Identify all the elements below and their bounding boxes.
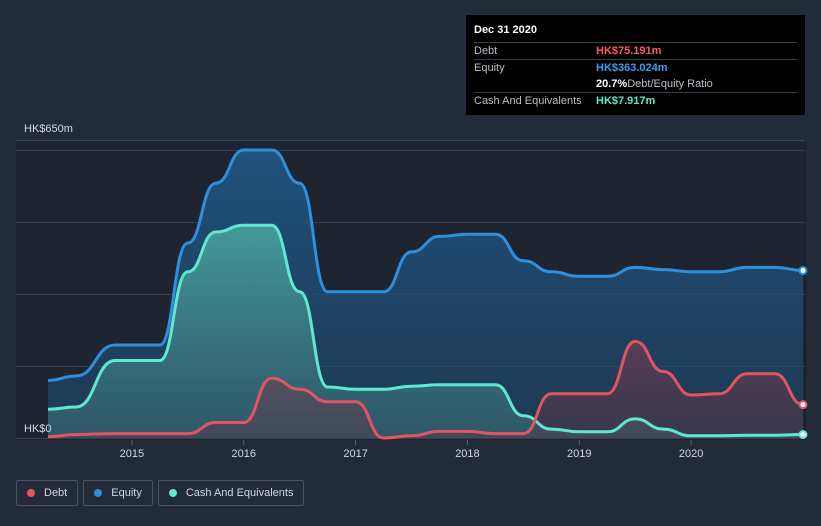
tooltip-label-ratio [474,76,596,92]
cash-and-equivalents-line [47,223,804,438]
legend-dot-cash [168,489,177,497]
cash-and-equivalents-end-dot[interactable] [798,429,808,439]
legend-dot-equity [94,489,103,497]
cash-and-equivalents-area [48,225,803,438]
tooltip-value-debt: HK$75.191m [596,45,662,57]
x-tick-label-2020: 2020 [679,448,703,460]
tooltip-value-equity: HK$363.024m [596,62,668,74]
x-tick-label-2018: 2018 [455,448,479,460]
tooltip-value-ratio: 20.7% [596,78,628,90]
legend-item-cash[interactable]: Cash And Equivalents [157,480,305,506]
tooltip-value-cash: HK$7.917m [596,95,656,107]
equity-line [47,148,804,382]
tooltip-date: Dec 31 2020 [474,24,537,36]
future-shade [805,140,806,440]
tooltip-label-equity: Equity [474,62,505,74]
tooltip-row-ratio: 20.7% Debt/Equity Ratio [474,76,797,92]
y-axis-top-label: HK$650m [24,123,73,135]
legend-label-cash: Cash And Equivalents [185,487,294,499]
tooltip-row-cash: Cash And Equivalents HK$7.917m [474,92,797,109]
legend-label-equity: Equity [111,487,142,499]
legend-item-debt[interactable]: Debt [16,480,79,506]
chart-legend: Debt Equity Cash And Equivalents [16,480,305,506]
legend-label-debt: Debt [44,487,68,499]
tooltip-panel: Dec 31 2020 Debt HK$75.191m Equity HK$36… [466,15,805,115]
debt-end-dot[interactable] [798,400,808,410]
debt-area [48,341,803,438]
y-axis-bottom-label: HK$0 [24,423,52,435]
x-tick-label-2019: 2019 [567,448,591,460]
legend-item-equity[interactable]: Equity [83,480,153,506]
debt-line [47,339,804,440]
tooltip-row-equity: Equity HK$363.024m [474,59,797,76]
x-tick-label-2016: 2016 [231,448,255,460]
tooltip-label-debt: Debt [474,45,498,57]
equity-end-dot[interactable] [798,266,808,276]
tooltip-ratio-suffix: Debt/Equity Ratio [627,78,713,90]
legend-dot-debt [27,489,35,497]
x-tick-label-2017: 2017 [343,448,367,460]
x-tick-label-2015: 2015 [120,448,144,460]
tooltip-label-cash: Cash And Equivalents [474,95,582,107]
tooltip-row-debt: Debt HK$75.191m [474,42,797,59]
